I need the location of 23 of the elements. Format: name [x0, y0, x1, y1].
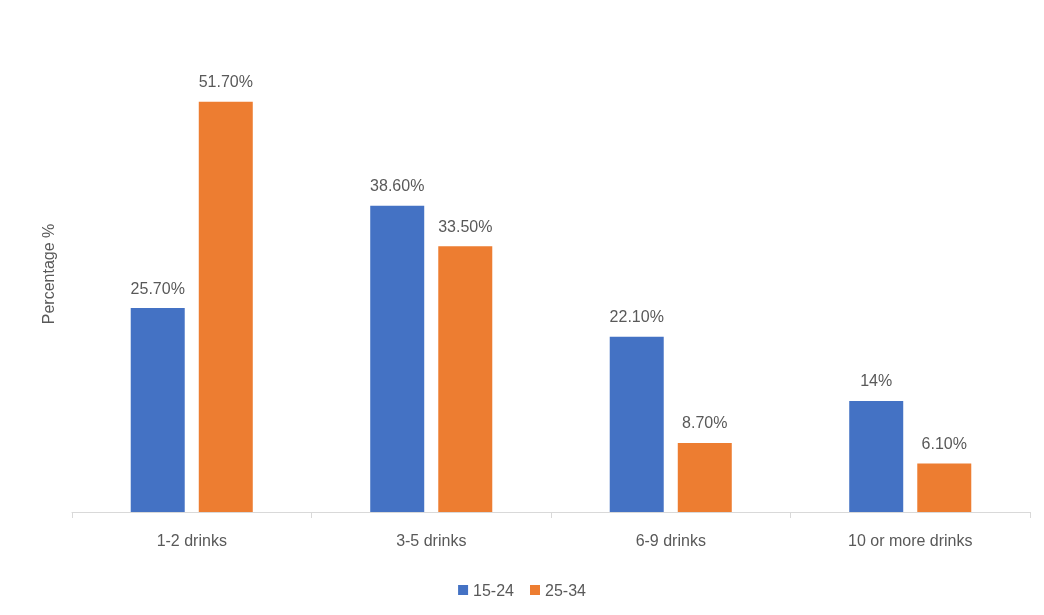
data-label: 38.60% [370, 177, 425, 195]
bar [677, 442, 732, 512]
x-tick-label: 1-2 drinks [156, 531, 227, 549]
y-axis-title: Percentage % [39, 223, 57, 325]
data-label: 6.10% [921, 435, 967, 453]
data-label: 25.70% [130, 279, 185, 297]
bar [849, 400, 904, 512]
data-label: 51.70% [198, 73, 253, 91]
bar [917, 463, 972, 512]
bar [609, 336, 664, 512]
bar [438, 246, 493, 512]
bar [130, 308, 185, 512]
legend-label: 15-24 [473, 581, 515, 599]
data-label: 14% [860, 372, 893, 390]
bar [370, 205, 425, 512]
x-tick-label: 6-9 drinks [635, 531, 706, 549]
legend-label: 25-34 [545, 581, 587, 599]
bar [198, 101, 253, 512]
data-label: 8.70% [682, 414, 728, 432]
x-tick-label: 10 or more drinks [848, 531, 973, 549]
x-tick-label: 3-5 drinks [396, 531, 467, 549]
data-label: 33.50% [438, 217, 493, 235]
data-label: 22.10% [609, 308, 664, 326]
